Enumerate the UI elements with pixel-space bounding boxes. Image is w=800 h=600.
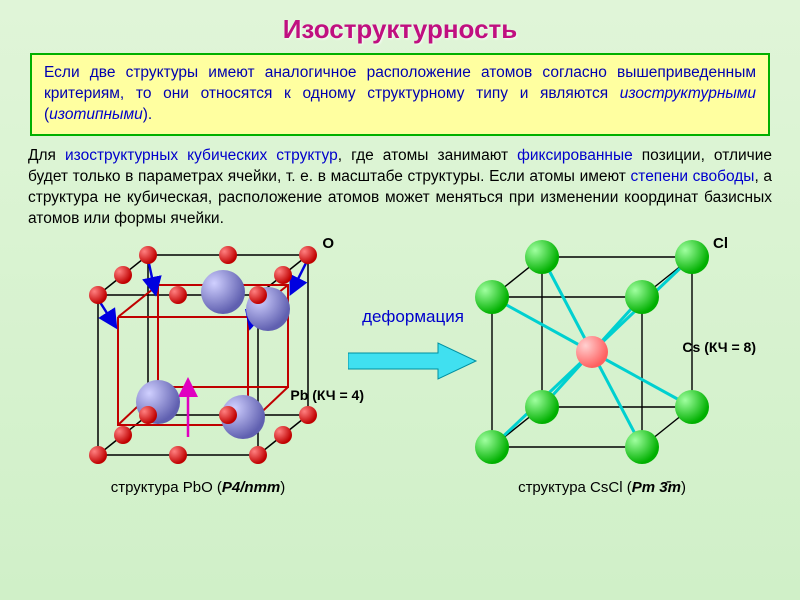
caption-cscl-post: ) bbox=[681, 479, 686, 496]
body-t2: , где атомы занимают bbox=[338, 147, 517, 164]
definition-box: Если две структуры имеют аналогичное рас… bbox=[30, 53, 770, 136]
body-link-1: изоструктурных кубических структур bbox=[65, 147, 338, 164]
pb-label: Pb (КЧ = 4) bbox=[290, 387, 364, 403]
def-em-2: изотипными bbox=[49, 106, 143, 123]
structure-pbo: O Pb (КЧ = 4) bbox=[58, 237, 358, 477]
caption-pbo: структура PbO (P4/nmm) bbox=[48, 479, 348, 496]
deformation-arrow-icon bbox=[348, 341, 478, 381]
slide-title: Изоструктурность bbox=[0, 0, 800, 53]
structure-cscl: Cl Cs (КЧ = 8) bbox=[462, 237, 742, 477]
o-label: O bbox=[322, 235, 334, 252]
cs-label: Cs (КЧ = 8) bbox=[682, 339, 756, 355]
cl-label: Cl bbox=[713, 235, 728, 252]
cscl-svg bbox=[462, 237, 742, 477]
body-link-2: фиксированные bbox=[517, 147, 633, 164]
def-em-1: изоструктурными bbox=[620, 85, 756, 102]
caption-pbo-sg: P4/nmm bbox=[222, 479, 280, 496]
body-t1: Для bbox=[28, 147, 65, 164]
pbo-svg bbox=[58, 237, 358, 477]
caption-pbo-pre: структура PbO ( bbox=[111, 479, 222, 496]
body-link-3: степени свободы bbox=[631, 168, 755, 185]
caption-pbo-post: ) bbox=[280, 479, 285, 496]
def-text-post: ). bbox=[143, 106, 152, 123]
body-paragraph: Для изоструктурных кубических структур, … bbox=[28, 146, 772, 230]
caption-cscl: структура CsCl (Pm 3̄m) bbox=[452, 479, 752, 496]
caption-cscl-sg: Pm 3̄m bbox=[632, 479, 681, 496]
caption-cscl-pre: структура CsCl ( bbox=[518, 479, 632, 496]
deformation-label: деформация bbox=[348, 307, 478, 327]
diagram-area: O Pb (КЧ = 4) деформация bbox=[28, 237, 772, 517]
